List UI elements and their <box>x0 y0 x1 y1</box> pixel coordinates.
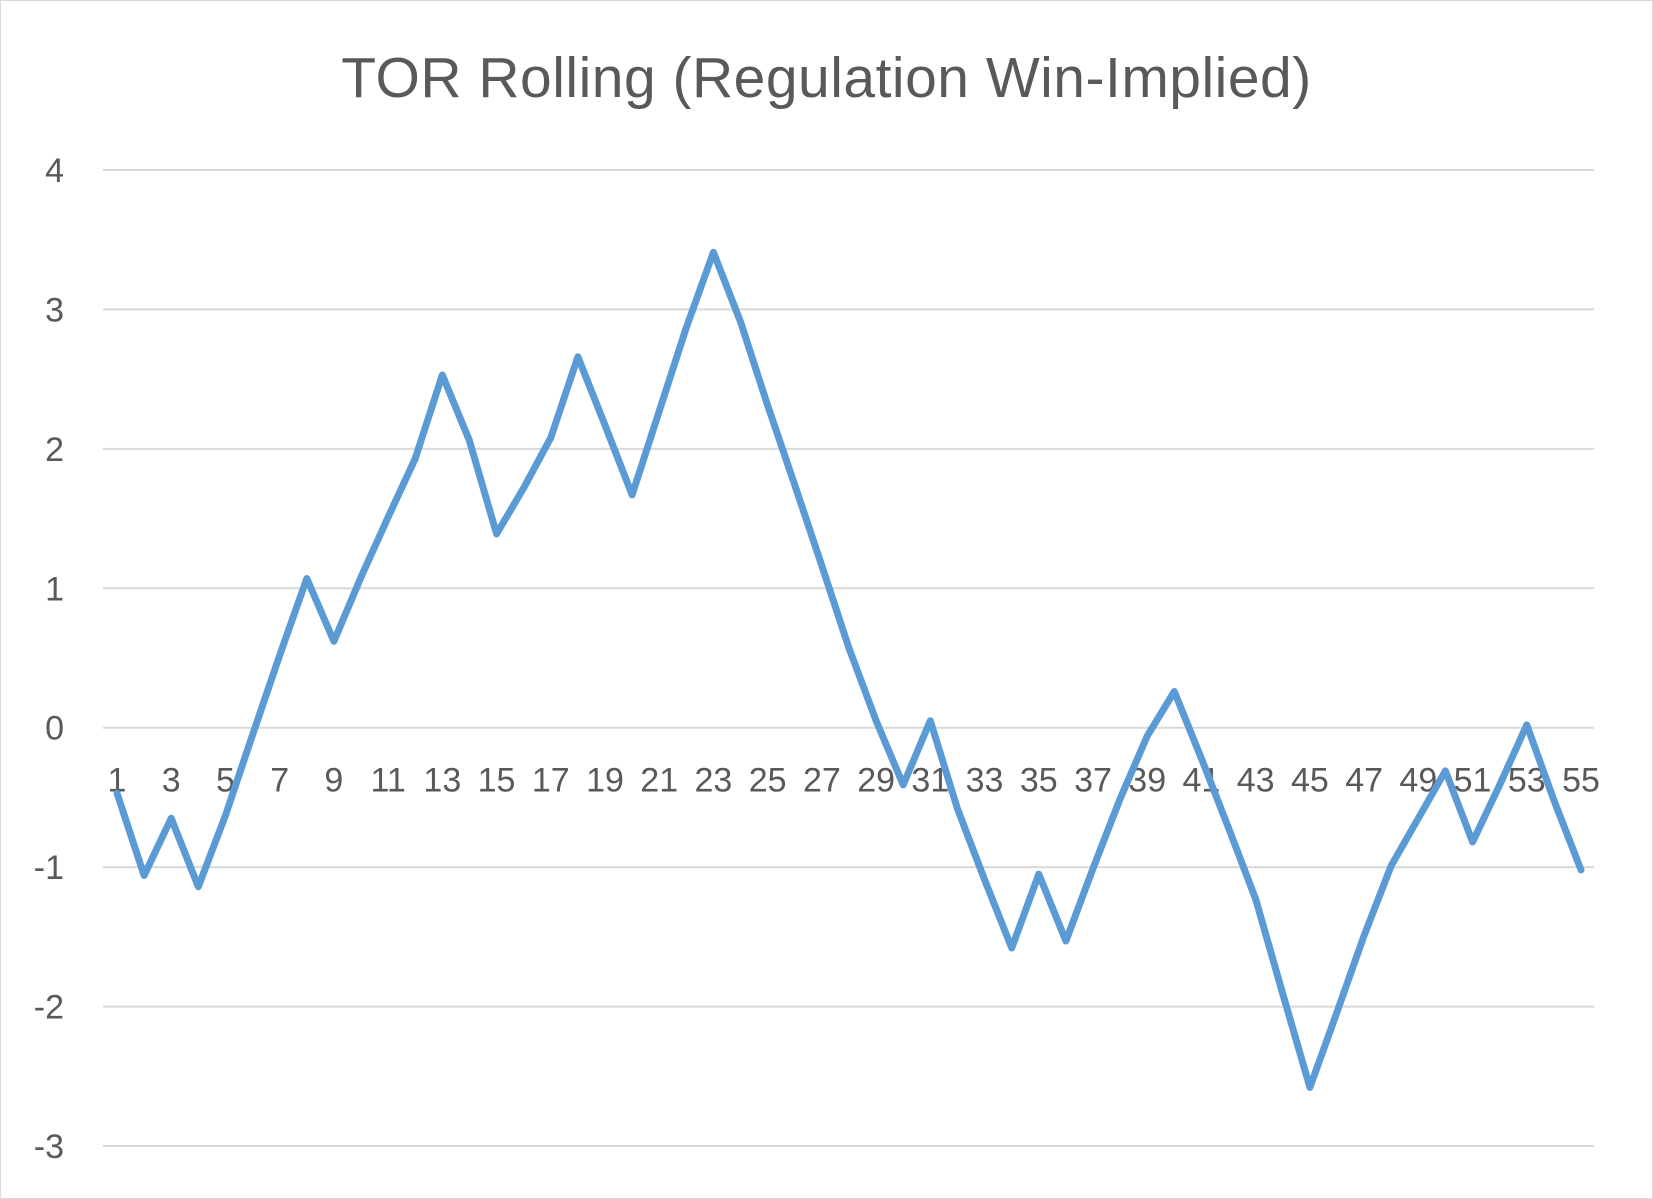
gridlines <box>103 169 1594 1147</box>
x-tick-label: 19 <box>586 762 624 800</box>
x-tick-label: 23 <box>695 762 733 800</box>
y-tick-label: 4 <box>45 152 64 190</box>
series-line <box>113 248 1585 1091</box>
x-tick-label: 27 <box>803 762 841 800</box>
y-tick-label: -3 <box>34 1128 64 1166</box>
x-tick-label: 11 <box>370 762 405 800</box>
x-tick-label: 21 <box>640 762 678 800</box>
x-tick-label: 13 <box>423 762 461 800</box>
x-tick-label: 5 <box>216 762 235 800</box>
x-tick-label: 17 <box>532 762 570 800</box>
y-tick-label: 2 <box>45 431 64 469</box>
x-tick-label: 3 <box>162 762 181 800</box>
x-tick-label: 33 <box>966 762 1004 800</box>
series-lines <box>113 248 1585 1091</box>
y-tick-label: 3 <box>45 291 64 329</box>
x-tick-label: 35 <box>1020 762 1058 800</box>
y-tick-label: -2 <box>34 989 64 1027</box>
x-tick-label: 51 <box>1454 762 1492 800</box>
x-tick-label: 29 <box>857 762 895 800</box>
x-tick-label: 43 <box>1237 762 1275 800</box>
x-tick-label: 45 <box>1291 762 1329 800</box>
y-axis-tick-labels: 4 3 2 1 0 -1 -2 -3 <box>34 152 64 1166</box>
x-tick-label: 55 <box>1562 762 1600 800</box>
x-tick-label: 37 <box>1074 762 1112 800</box>
y-tick-label: 0 <box>45 710 64 748</box>
x-axis-tick-labels: 1 3 5 7 9 11 13 15 17 19 21 23 25 27 29 31 33 35 37 39 41 43 4… <box>108 762 1600 800</box>
x-tick-label: 1 <box>108 762 127 800</box>
y-tick-label: 1 <box>45 570 64 608</box>
x-tick-label: 25 <box>749 762 787 800</box>
x-tick-label: 9 <box>324 762 343 800</box>
x-tick-label: 7 <box>270 762 289 800</box>
chart-title: TOR Rolling (Regulation Win-Implied) <box>341 46 1312 110</box>
x-tick-label: 47 <box>1345 762 1383 800</box>
y-tick-label: -1 <box>34 849 64 887</box>
x-tick-label: 15 <box>478 762 516 800</box>
